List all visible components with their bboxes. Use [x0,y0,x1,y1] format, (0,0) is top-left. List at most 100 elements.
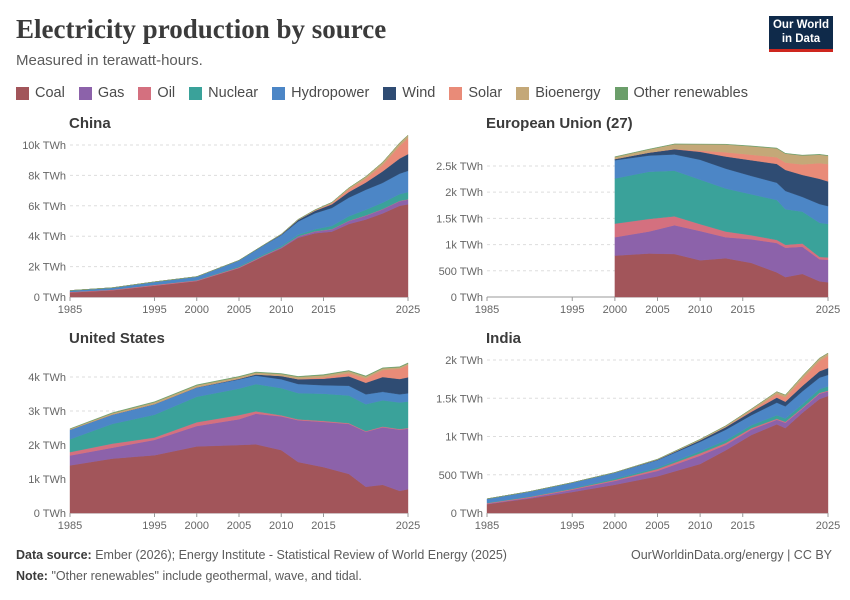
panel-1: European Union (27) 0 TWh 500 TWh 1k TWh 1.5… [436,115,840,316]
legend-label: Bioenergy [535,85,601,101]
x-tick-label: 2025 [396,520,420,532]
source-text[interactable]: Ember (2026); Energy Institute - Statist… [95,548,507,562]
area-other-renewables[interactable] [69,134,409,291]
y-tick-label: 2k TWh [28,440,66,452]
y-tick-label: 500 TWh [439,470,483,482]
legend-swatch [614,86,628,100]
y-tick-label: 2k TWh [28,262,66,274]
legend-label: Coal [35,85,65,101]
legend-swatch [189,86,203,100]
y-tick-label: 10k TWh [22,140,66,152]
legend-item-coal[interactable]: Coal [16,85,65,101]
y-tick-label: 2k TWh [445,187,483,199]
y-tick-label: 0 TWh [451,508,483,520]
logo-line-1: Our World [772,19,829,31]
legend-label: Wind [402,85,436,101]
area-other-renewables[interactable] [69,362,409,430]
x-tick-label: 1995 [560,304,584,316]
area-other-renewables[interactable] [486,352,829,499]
y-tick-label: 3k TWh [28,406,66,418]
legend-swatch [383,86,397,100]
y-tick-label: 6k TWh [28,201,66,213]
panel-0: China 0 TWh 2k TWh 4k TWh 6k TWh 8k TWh 10k TW… [22,115,420,316]
panel-3: India 0 TWh 500 TWh 1k TWh 1.5k TWh 2k TWh 198… [436,330,840,532]
note: Note: "Other renewables" include geother… [16,569,362,583]
legend: Coal Gas Oil Nuclear Hydropower Wind Solar Bioe… [16,83,762,103]
x-tick-label: 2015 [311,304,335,316]
chart-subtitle: Measured in terawatt-hours. [16,52,203,69]
note-label: Note: [16,569,48,583]
x-tick-label: 1985 [475,304,499,316]
credit-link[interactable]: OurWorldinData.org/energy | CC BY [630,548,832,562]
legend-swatch [78,86,92,100]
legend-swatch [516,86,530,100]
panel-2: United States 0 TWh 1k TWh 2k TWh 3k TWh 4k T… [28,330,420,532]
panel-title: European Union (27) [486,115,633,132]
x-tick-label: 2010 [269,520,293,532]
logo-line-2: in Data [781,33,821,45]
x-tick-label: 2015 [731,304,755,316]
legend-swatch [138,86,152,100]
legend-item-oil[interactable]: Oil [138,85,175,101]
x-tick-label: 2005 [645,304,669,316]
x-tick-label: 2025 [816,304,840,316]
y-tick-label: 1.5k TWh [436,213,483,225]
y-tick-label: 2k TWh [445,355,483,367]
y-tick-label: 0 TWh [34,292,66,304]
area-other-renewables[interactable] [614,143,829,158]
legend-label: Other renewables [633,85,748,101]
owid-logo[interactable]: Our World in Data [769,16,833,52]
x-tick-label: 2015 [311,520,335,532]
y-tick-label: 4k TWh [28,231,66,243]
y-tick-label: 8k TWh [28,170,66,182]
y-tick-label: 500 TWh [439,266,483,278]
y-tick-label: 1.5k TWh [436,393,483,405]
y-tick-label: 1k TWh [445,240,483,252]
x-tick-label: 1995 [560,520,584,532]
legend-item-bioenergy[interactable]: Bioenergy [516,85,601,101]
x-tick-label: 2000 [603,304,627,316]
legend-label: Solar [468,85,503,101]
y-tick-label: 4k TWh [28,372,66,384]
legend-swatch [272,86,286,100]
y-tick-label: 1k TWh [28,474,66,486]
x-tick-label: 1985 [58,304,82,316]
x-tick-label: 2000 [185,304,209,316]
legend-item-solar[interactable]: Solar [449,85,502,101]
x-tick-label: 1995 [142,304,166,316]
y-tick-label: 1k TWh [445,432,483,444]
legend-label: Oil [157,85,176,101]
legend-item-gas[interactable]: Gas [78,85,125,101]
source-label: Data source: [16,548,92,562]
x-tick-label: 2010 [688,304,712,316]
legend-item-hydropower[interactable]: Hydropower [272,85,369,101]
note-text: "Other renewables" include geothermal, w… [51,569,362,583]
legend-swatch [449,86,463,100]
legend-item-nuclear[interactable]: Nuclear [189,85,258,101]
x-tick-label: 1995 [142,520,166,532]
data-source: Data source: Ember (2026); Energy Instit… [16,548,507,562]
legend-item-wind[interactable]: Wind [383,85,435,101]
legend-label: Nuclear [208,85,259,101]
x-tick-label: 2000 [185,520,209,532]
x-tick-label: 2005 [645,520,669,532]
panel-title: India [486,330,522,347]
panel-title: China [69,115,111,132]
legend-label: Gas [97,85,125,101]
x-tick-label: 2025 [396,304,420,316]
x-tick-label: 2000 [603,520,627,532]
legend-label: Hydropower [291,85,370,101]
y-tick-label: 2.5k TWh [436,161,483,173]
small-multiples-chart: China 0 TWh 2k TWh 4k TWh 6k TWh 8k TWh 10k TW… [22,115,840,532]
x-tick-label: 2005 [227,520,251,532]
x-tick-label: 1985 [475,520,499,532]
x-tick-label: 1985 [58,520,82,532]
legend-swatch [16,86,29,100]
chart-title: Electricity production by source [16,14,387,44]
x-tick-label: 2025 [816,520,840,532]
x-tick-label: 2005 [227,304,251,316]
x-tick-label: 2010 [269,304,293,316]
legend-item-other-renewables[interactable]: Other renewables [614,85,748,101]
panel-title: United States [69,330,165,347]
y-tick-label: 0 TWh [451,292,483,304]
